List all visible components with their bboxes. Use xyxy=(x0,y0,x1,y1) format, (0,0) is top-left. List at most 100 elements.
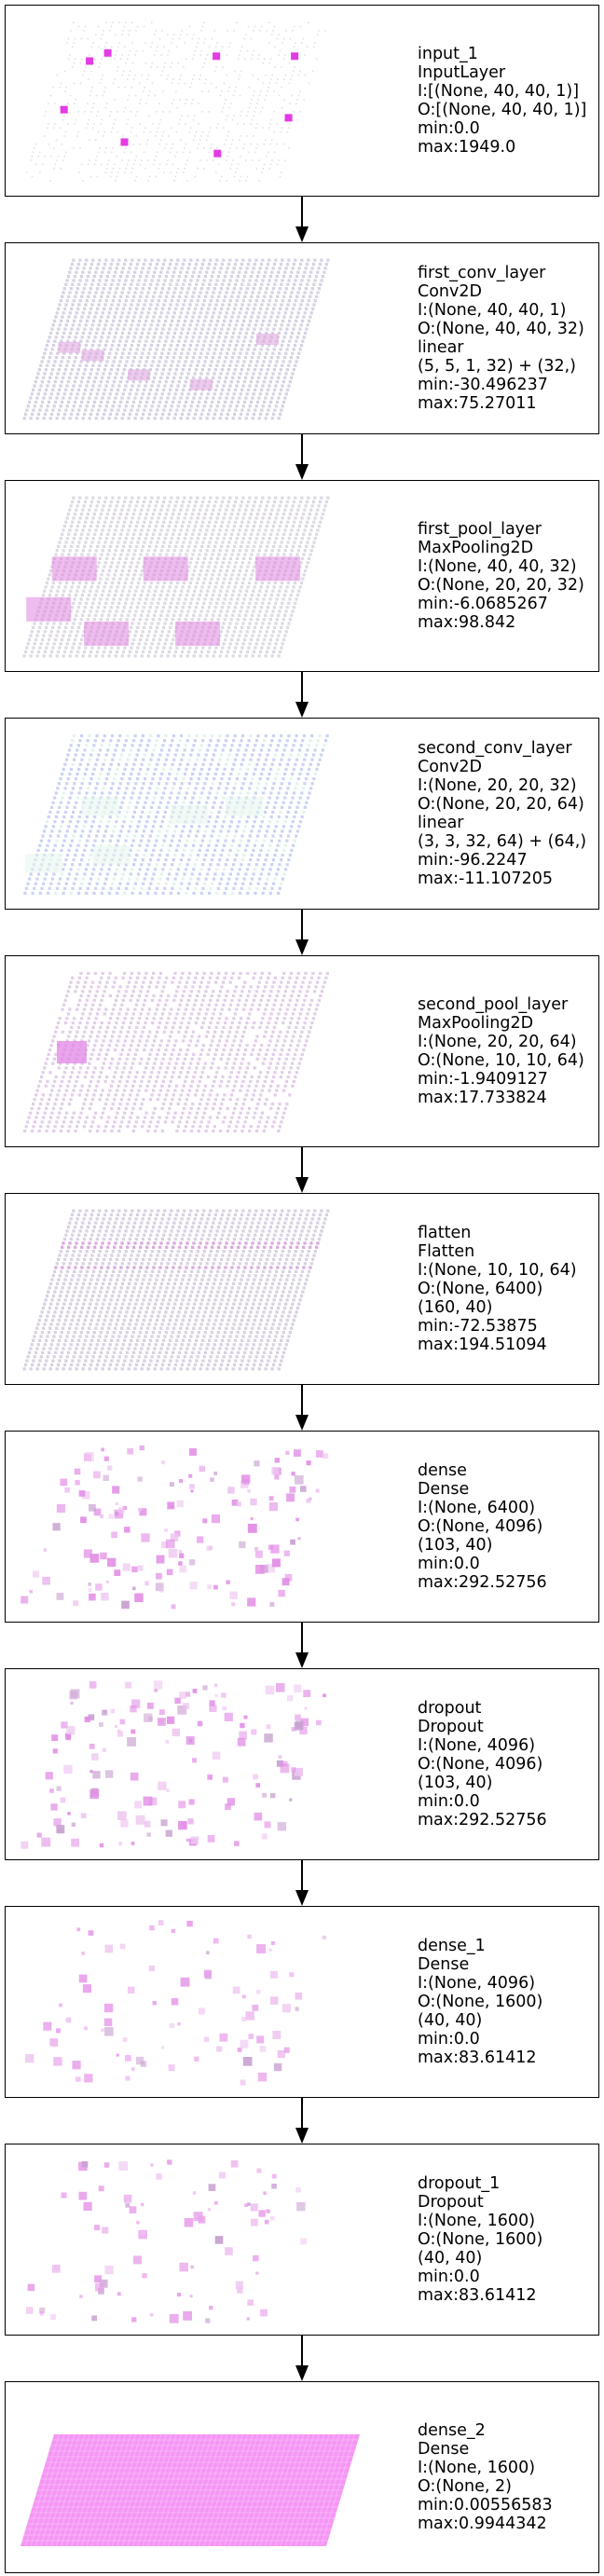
grid-cell xyxy=(291,372,295,376)
grid-cell xyxy=(189,319,194,323)
grid-cell xyxy=(209,537,213,541)
grid-cell xyxy=(219,372,223,376)
grid-cell xyxy=(49,630,53,634)
grid-cell xyxy=(131,339,135,343)
grid-cell xyxy=(235,384,239,388)
grid-cell xyxy=(205,376,209,379)
grid-cell xyxy=(147,762,151,766)
grid-cell xyxy=(240,500,244,504)
grid-cell xyxy=(251,417,254,420)
grid-cell xyxy=(260,343,265,348)
grid-cell xyxy=(185,34,188,36)
grid-cell xyxy=(170,319,174,323)
grid-cell xyxy=(230,103,232,104)
grid-cell xyxy=(161,891,165,896)
flow-arrow xyxy=(294,197,310,242)
grid-cell xyxy=(171,360,174,363)
grid-cell xyxy=(143,520,146,524)
grid-cell xyxy=(82,825,86,829)
grid-cell xyxy=(297,74,300,76)
grid-cell xyxy=(141,630,144,634)
grid-cell xyxy=(77,111,79,113)
grid-cell xyxy=(94,787,98,790)
grid-cell xyxy=(140,396,144,400)
grid-cell xyxy=(249,858,253,862)
grid-cell xyxy=(59,622,62,625)
grid-cell xyxy=(252,630,255,634)
grid-cell xyxy=(210,82,213,85)
grid-cell xyxy=(194,787,198,790)
grid-cell xyxy=(66,637,71,642)
grid-cell xyxy=(75,99,76,101)
grid-cell xyxy=(235,496,239,500)
grid-cell xyxy=(218,396,222,400)
grid-cell xyxy=(136,282,140,286)
grid-cell xyxy=(215,404,219,408)
grid-cell xyxy=(158,853,161,857)
grid-cell xyxy=(69,843,73,847)
grid-cell xyxy=(192,654,196,658)
grid-cell xyxy=(214,843,218,847)
grid-cell xyxy=(100,891,103,896)
grid-cell xyxy=(226,882,229,885)
grid-cell xyxy=(131,791,135,795)
grid-cell xyxy=(211,295,214,298)
grid-cell xyxy=(72,537,76,541)
grid-cell xyxy=(47,577,50,581)
grid-cell xyxy=(185,744,188,747)
grid-cell xyxy=(164,597,168,601)
grid-cell xyxy=(264,376,268,379)
grid-cell xyxy=(62,392,66,396)
grid-cell xyxy=(62,287,66,291)
grid-cell xyxy=(162,323,166,327)
grid-cell xyxy=(123,561,127,565)
grid-cell xyxy=(285,30,287,32)
grid-cell xyxy=(233,368,237,372)
grid-cell xyxy=(201,408,205,412)
grid-cell xyxy=(282,593,287,597)
grid-cell xyxy=(241,601,245,605)
grid-cell xyxy=(245,287,249,291)
grid-cell xyxy=(233,733,237,738)
grid-cell xyxy=(186,372,190,376)
grid-cell xyxy=(236,597,240,601)
grid-cell xyxy=(266,307,269,310)
grid-cell xyxy=(111,384,115,388)
grid-cell xyxy=(267,388,270,391)
grid-cell xyxy=(300,537,304,541)
grid-cell xyxy=(254,258,258,262)
grid-cell xyxy=(247,388,251,391)
grid-cell xyxy=(44,848,48,852)
grid-cell xyxy=(77,520,81,524)
grid-cell xyxy=(243,593,248,597)
grid-cell xyxy=(292,348,295,351)
grid-cell xyxy=(197,597,200,601)
grid-cell xyxy=(172,593,176,597)
grid-cell xyxy=(177,82,180,85)
grid-cell xyxy=(315,532,319,536)
grid-cell xyxy=(262,380,266,384)
grid-cell xyxy=(63,585,67,589)
grid-cell xyxy=(199,396,202,400)
grid-cell xyxy=(98,384,102,388)
grid-cell xyxy=(134,351,138,355)
grid-cell xyxy=(39,642,43,646)
grid-cell xyxy=(286,625,290,629)
grid-cell xyxy=(154,791,158,795)
grid-cell xyxy=(114,528,117,532)
grid-cell xyxy=(85,815,89,819)
grid-cell xyxy=(249,637,254,642)
grid-cell xyxy=(103,130,106,133)
grid-cell xyxy=(232,610,236,613)
grid-cell xyxy=(251,777,254,781)
grid-cell xyxy=(288,597,292,601)
grid-cell xyxy=(166,634,170,637)
grid-cell xyxy=(295,274,299,279)
grid-cell xyxy=(226,585,230,589)
grid-cell xyxy=(105,400,110,404)
grid-cell xyxy=(292,368,295,372)
grid-cell xyxy=(203,42,205,44)
grid-cell xyxy=(90,303,94,307)
grid-cell xyxy=(77,303,81,307)
grid-cell xyxy=(194,262,199,267)
